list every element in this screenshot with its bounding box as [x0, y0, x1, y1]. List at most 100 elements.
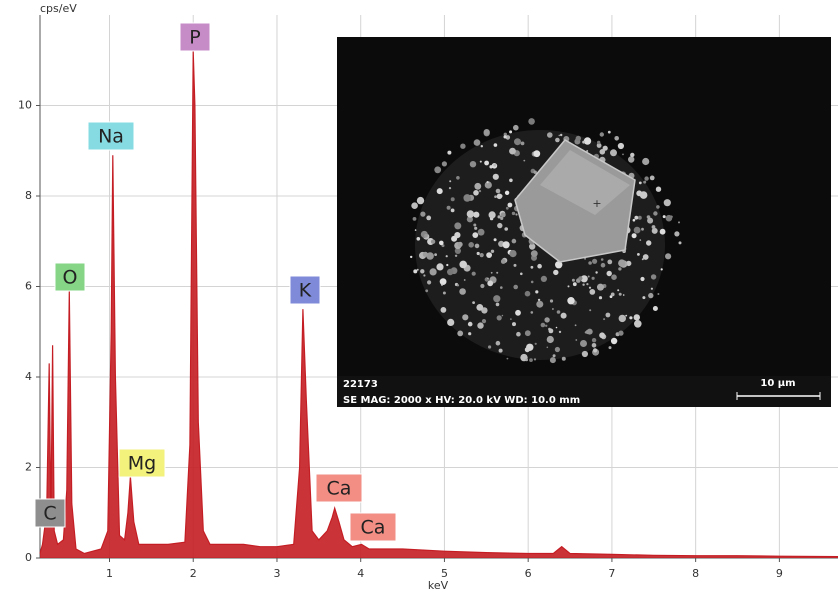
sem-particle	[510, 318, 512, 320]
sem-particle	[618, 259, 625, 266]
sem-particle	[451, 197, 455, 201]
sem-particle	[632, 233, 637, 238]
sem-particle	[480, 161, 482, 163]
sem-particle	[582, 141, 585, 144]
sem-particle	[504, 227, 508, 231]
sem-particle	[534, 358, 536, 360]
sem-particle	[426, 216, 431, 221]
sem-particle	[547, 347, 549, 349]
x-axis-label: keV	[428, 579, 449, 592]
sem-particle	[572, 279, 575, 282]
sem-particle	[477, 252, 480, 255]
sem-particle	[436, 263, 443, 270]
sem-particle	[516, 332, 521, 337]
sem-particle	[536, 301, 543, 308]
sem-particle	[663, 215, 666, 218]
sem-particle	[589, 289, 595, 295]
x-tick-label: 8	[692, 567, 699, 580]
sem-particle	[487, 278, 489, 280]
sem-particle	[589, 287, 591, 289]
sem-particle	[595, 271, 597, 273]
sem-particle	[640, 239, 642, 241]
sem-particle	[499, 194, 503, 198]
sem-particle	[456, 176, 460, 180]
sem-particle	[431, 240, 435, 244]
sem-particle	[679, 241, 682, 244]
sem-particle	[472, 232, 478, 238]
sem-particle	[477, 322, 483, 328]
sem-particle	[625, 315, 627, 317]
sem-particle	[523, 160, 525, 162]
sem-particle	[497, 315, 502, 320]
sem-particle	[535, 290, 538, 293]
sem-particle	[512, 239, 517, 244]
sem-particle	[652, 228, 658, 234]
sem-particle	[496, 341, 501, 346]
sem-particle	[420, 212, 425, 217]
sem-particle	[619, 315, 626, 322]
sem-particle	[588, 261, 592, 265]
sem-particle	[609, 346, 612, 349]
sem-particle	[500, 286, 503, 289]
sem-particle	[584, 137, 591, 144]
sem-info: SE MAG: 2000 x HV: 20.0 kV WD: 10.0 mm	[343, 395, 580, 406]
sem-particle	[638, 216, 642, 220]
sem-particle	[601, 258, 604, 261]
sem-particle	[427, 280, 431, 284]
sem-particle	[586, 330, 590, 334]
sem-particle	[474, 227, 477, 230]
sem-particle	[457, 284, 459, 286]
sem-particle	[493, 295, 500, 302]
sem-particle	[413, 217, 417, 221]
sem-particle	[633, 219, 636, 222]
sem-particle	[561, 313, 567, 319]
sem-particle	[425, 289, 428, 292]
sem-particle	[573, 282, 577, 286]
sem-particle	[488, 345, 491, 348]
sem-particle	[447, 319, 454, 326]
sem-particle	[491, 250, 494, 253]
sem-particle	[531, 281, 534, 284]
sem-particle	[455, 255, 457, 257]
sem-particle	[531, 311, 534, 314]
sem-particle	[586, 283, 588, 285]
sem-particle	[553, 354, 556, 357]
sem-particle	[555, 347, 560, 352]
sem-particle	[493, 164, 496, 167]
sem-particle	[657, 293, 659, 295]
sem-particle	[434, 166, 441, 173]
sem-particle	[601, 263, 606, 268]
sem-particle	[531, 250, 538, 257]
sem-particle	[656, 205, 660, 209]
sem-particle	[619, 293, 622, 296]
sem-particle	[630, 153, 634, 157]
sem-particle	[555, 138, 560, 143]
sem-particle	[578, 276, 582, 280]
sem-particle	[410, 256, 412, 258]
sem-particle	[459, 261, 467, 269]
sem-particle	[509, 148, 516, 155]
sem-particle	[623, 294, 625, 296]
sem-particle	[576, 136, 581, 141]
sem-particle	[652, 225, 656, 229]
sem-particle	[648, 293, 653, 298]
sem-particle	[454, 232, 460, 238]
sem-particle	[489, 165, 492, 168]
x-tick-label: 9	[776, 567, 783, 580]
sem-particle	[607, 271, 612, 276]
sem-particle	[618, 267, 621, 270]
element-label: C	[43, 503, 56, 525]
sem-particle	[644, 176, 648, 180]
sem-particle	[475, 244, 480, 249]
element-label: P	[189, 27, 200, 49]
sem-particle	[608, 131, 611, 134]
sem-particle	[417, 269, 419, 271]
sem-particle	[589, 309, 591, 311]
sem-particle	[528, 118, 535, 125]
sem-particle	[470, 161, 476, 167]
sem-particle	[417, 237, 421, 241]
sem-particle	[550, 357, 556, 363]
sem-particle	[500, 217, 503, 220]
sem-particle	[541, 276, 547, 282]
sem-particle	[653, 306, 658, 311]
